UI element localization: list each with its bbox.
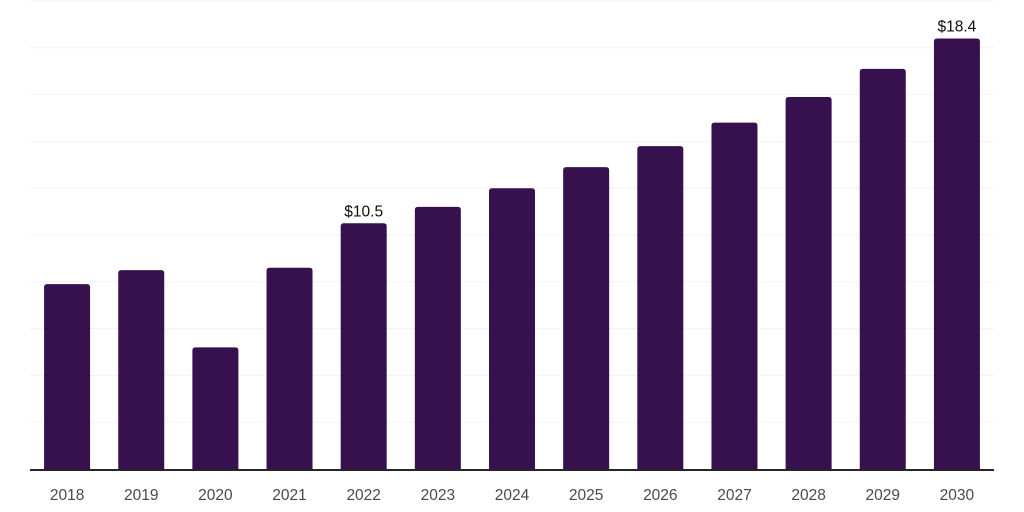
x-tick-label-2030: 2030 bbox=[940, 487, 975, 504]
bar-2023 bbox=[414, 206, 461, 470]
x-tick-label-2027: 2027 bbox=[717, 487, 751, 504]
bar-2019 bbox=[118, 270, 165, 469]
x-tick-label-2018: 2018 bbox=[50, 487, 84, 504]
x-tick-label-2019: 2019 bbox=[124, 487, 158, 504]
x-tick-label-2026: 2026 bbox=[643, 487, 677, 504]
x-tick-label-2020: 2020 bbox=[198, 487, 233, 504]
bar-2030 bbox=[933, 38, 980, 469]
x-tick-label-2021: 2021 bbox=[272, 487, 306, 504]
x-tick-label-2022: 2022 bbox=[346, 487, 380, 504]
bar-2027 bbox=[711, 122, 758, 470]
x-tick-label-2024: 2024 bbox=[495, 487, 530, 504]
data-label-2030: $18.4 bbox=[938, 18, 977, 35]
data-label-2022: $10.5 bbox=[344, 203, 383, 220]
bar-2029 bbox=[859, 68, 906, 470]
x-tick-label-2025: 2025 bbox=[569, 487, 603, 504]
bar-2021 bbox=[266, 267, 313, 469]
bar-2026 bbox=[637, 146, 684, 469]
bar-2024 bbox=[489, 188, 535, 469]
bar-2025 bbox=[563, 167, 610, 469]
bar-2018 bbox=[44, 284, 91, 469]
bar-2022 bbox=[340, 223, 387, 469]
bar-2028 bbox=[785, 96, 832, 469]
bar-2020 bbox=[192, 347, 239, 469]
x-tick-label-2023: 2023 bbox=[421, 487, 455, 504]
x-tick-label-2029: 2029 bbox=[866, 487, 900, 504]
x-tick-label-2028: 2028 bbox=[791, 487, 825, 504]
